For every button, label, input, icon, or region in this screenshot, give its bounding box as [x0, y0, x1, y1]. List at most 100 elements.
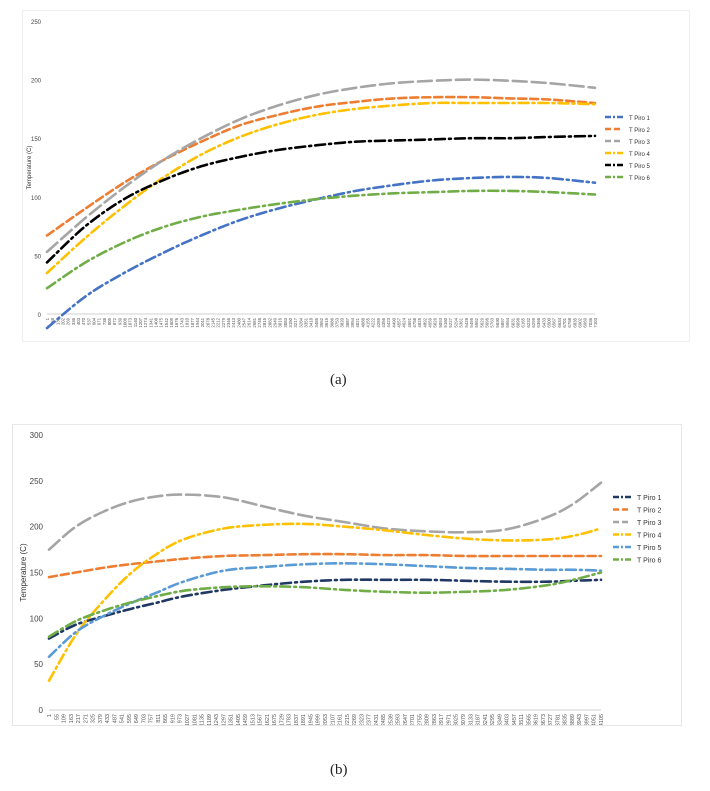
chart-b-xtick-label: 2701	[410, 714, 416, 725]
chart-a-xtick-label: 4088	[360, 317, 365, 327]
chart-b-xtick-label: 1297	[221, 714, 227, 725]
chart-a-xtick-label: 7103	[593, 317, 598, 327]
chart-a-legend-label: T Piro 2	[629, 128, 651, 134]
chart-b-panel: 0 50 100 150 200 250 300 Temperature (C) 1 55 109 1…	[12, 424, 682, 726]
chart-a-xtick-label: 6165	[521, 317, 526, 327]
chart-b-xtick-label: 1675	[272, 714, 278, 725]
chart-a-xtick-label: 202	[61, 317, 66, 325]
chart-a-xtick-label: 1676	[174, 317, 179, 327]
chart-a-xtick-label: 3887	[345, 317, 350, 327]
chart-b-xtick-label: 1081	[192, 714, 198, 725]
chart-b-xtick-label: 811	[156, 714, 162, 723]
chart-a-xtick-label: 537	[86, 317, 91, 325]
chart-b-legend-label: T Piro 4	[637, 533, 661, 540]
chart-b-xtick-label: 1945	[308, 714, 314, 725]
chart-a-xtick-label: 7036	[588, 317, 593, 327]
chart-b-series-line-piro-2	[47, 552, 603, 579]
chart-b-xtick-label: 973	[178, 714, 184, 723]
chart-b-xtick-label: 2485	[381, 714, 387, 725]
chart-a-ytick-label: 250	[31, 20, 42, 26]
chart-b-xtick-label: 2431	[374, 714, 380, 725]
chart-a-legend-label: T Piro 1	[629, 116, 651, 122]
chart-a-panel: 0 50 100 150 200 250 Temperature (C) 1 68 135 202 2…	[22, 10, 690, 342]
chart-b-series-line-piro-1	[47, 578, 603, 640]
chart-a-xtick-label: 2212	[216, 317, 221, 327]
chart-a-xtick-label: 470	[81, 317, 86, 325]
chart-b-xtick-label: 3241	[483, 714, 489, 725]
chart-b-xtick-label: 2971	[446, 714, 452, 725]
caption-b: (b)	[330, 762, 348, 778]
chart-a-xtick-label: 5696	[484, 317, 489, 327]
chart-a-xtick-label: 2949	[272, 317, 277, 327]
chart-a-xtick-label: 6634	[557, 317, 562, 327]
chart-b-xtick-label: 3403	[505, 714, 511, 725]
chart-b-ytick-label: 100	[30, 614, 44, 623]
chart-a-xtick-label: 1810	[185, 317, 190, 327]
chart-a-xtick-label: 2681	[252, 317, 257, 327]
chart-b-xtick-label: 3511	[519, 714, 525, 725]
chart-b-xtick-label: 4105	[599, 714, 605, 725]
chart-b-xtick-label: 487	[112, 714, 118, 723]
chart-b-ytick-label: 200	[30, 523, 44, 532]
chart-b-xtick-label: 3457	[512, 714, 518, 725]
chart-a-xtick-label: 2413	[231, 317, 236, 327]
chart-b-xtick-label: 2917	[439, 714, 445, 725]
chart-a-xtick-label: 6768	[567, 317, 572, 327]
chart-b-xtick-label: 2377	[367, 714, 373, 725]
chart-b-xtick-label: 3295	[490, 714, 496, 725]
chart-b-xtick-label: 1837	[294, 714, 300, 725]
chart-a-xtick-label: 1609	[169, 317, 174, 327]
chart-b-xtick-label: 3349	[497, 714, 503, 725]
chart-a-xtick-label: 6366	[536, 317, 541, 327]
chart-b-xtick-label: 55	[54, 714, 60, 720]
chart-a-xtick-label: 3485	[314, 317, 319, 327]
chart-b-ytick-label: 50	[34, 660, 43, 669]
chart-a-xtick-label: 2078	[205, 317, 210, 327]
chart-b-xtick-label: 1783	[287, 714, 293, 725]
chart-a-xtick-label: 2346	[226, 317, 231, 327]
chart-a-xtick-label: 3150	[288, 317, 293, 327]
chart-a-xtick-label: 4490	[391, 317, 396, 327]
chart-a-xtick-label: 1006	[123, 317, 128, 327]
chart-a-xtick-label: 5562	[474, 317, 479, 327]
chart-b-xtick-label: 595	[127, 714, 133, 723]
chart-a-ytick-label: 150	[31, 137, 42, 143]
chart-a-xtick-label: 3619	[324, 317, 329, 327]
chart-a-series-line-piro-3	[45, 78, 597, 254]
chart-b-ytick-label: 250	[30, 477, 44, 486]
chart-b-legend-label: T Piro 5	[637, 545, 661, 552]
chart-a-xtick-label: 2614	[247, 317, 252, 327]
chart-a-xtick-label: 1	[45, 317, 50, 320]
chart-a-xtick-label: 4959	[428, 317, 433, 327]
chart-b-xtick-label: 1999	[316, 714, 322, 725]
chart-b-legend-label: T Piro 3	[637, 520, 661, 527]
chart-a-xtick-label: 4892	[422, 317, 427, 327]
chart-a-xtick-label: 4356	[381, 317, 386, 327]
chart-a-xtick-label: 1274	[143, 317, 148, 327]
chart-b-series-line-piro-6	[47, 571, 603, 638]
chart-a-xtick-label: 5428	[464, 317, 469, 327]
chart-a-xtick-label: 68	[50, 317, 55, 322]
chart-a-ytick-label: 0	[38, 313, 42, 319]
chart-b-y-axis-label: Temperature (C)	[19, 543, 28, 602]
chart-b-xtick-label: 1135	[200, 714, 206, 725]
chart-a-xtick-label: 3418	[309, 317, 314, 327]
chart-b-ytick-label: 150	[30, 569, 44, 578]
chart-a-xtick-label: 4758	[412, 317, 417, 327]
chart-b-xtick-label: 541	[120, 714, 126, 723]
chart-a-xtick-label: 738	[102, 317, 107, 325]
chart-a-xtick-label: 4557	[397, 317, 402, 327]
chart-a-xtick-label: 3217	[293, 317, 298, 327]
chart-a-xtick-label: 4222	[371, 317, 376, 327]
chart-b-xtick-label: 1891	[301, 714, 307, 725]
chart-a-xtick-label: 1073	[128, 317, 133, 327]
chart-a-xtick-label: 6902	[577, 317, 582, 327]
chart-a-ytick-label: 50	[34, 254, 41, 260]
chart-a-xtick-label: 2279	[221, 317, 226, 327]
chart-a-xtick-label: 3954	[350, 317, 355, 327]
chart-a-series-line-piro-5	[45, 134, 597, 264]
chart-a-ytick-label: 200	[31, 79, 42, 85]
chart-a-xtick-label: 939	[117, 317, 122, 325]
chart-a-ytick-label: 100	[31, 196, 42, 202]
